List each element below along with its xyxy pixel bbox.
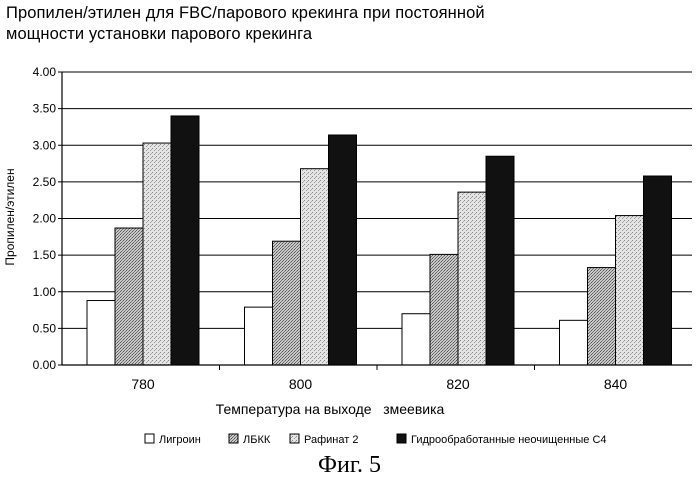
bar bbox=[486, 156, 514, 365]
legend: Лигроин ЛБКК Рафинат 2 Гидрообработанные не… bbox=[145, 434, 607, 446]
legend-swatch bbox=[229, 434, 238, 443]
bar bbox=[171, 116, 199, 365]
x-tick-label: 820 bbox=[446, 376, 470, 392]
legend-swatch bbox=[397, 434, 406, 443]
x-tick-label: 780 bbox=[131, 376, 155, 392]
bar bbox=[644, 176, 672, 365]
bar bbox=[273, 241, 301, 365]
y-tick-label: 0.50 bbox=[33, 321, 57, 335]
y-tick-label: 4.00 bbox=[33, 65, 57, 79]
y-tick-label: 2.00 bbox=[33, 212, 57, 226]
legend-swatch bbox=[145, 434, 154, 443]
y-tick-label: 1.50 bbox=[33, 248, 57, 262]
bar bbox=[430, 254, 458, 365]
y-tick-label: 3.00 bbox=[33, 138, 57, 152]
legend-swatch bbox=[290, 434, 299, 443]
y-tick-label: 3.50 bbox=[33, 102, 57, 116]
y-axis-label: Пропилен/этилен bbox=[3, 168, 17, 265]
legend-label: Лигроин bbox=[159, 434, 201, 446]
bars bbox=[87, 116, 672, 365]
bar bbox=[402, 314, 430, 365]
bar bbox=[245, 307, 273, 365]
y-tick-label: 1.00 bbox=[33, 285, 57, 299]
bar bbox=[115, 228, 143, 365]
y-tick-label: 2.50 bbox=[33, 175, 57, 189]
bar bbox=[301, 169, 329, 365]
bar bbox=[87, 301, 115, 365]
bar bbox=[458, 192, 486, 365]
x-tick-label: 840 bbox=[604, 376, 628, 392]
legend-label: Рафинат 2 bbox=[304, 434, 358, 446]
figure-caption: Фиг. 5 bbox=[0, 452, 699, 479]
y-tick-label: 0.00 bbox=[33, 358, 57, 372]
bar bbox=[616, 216, 644, 365]
bar bbox=[560, 320, 588, 365]
legend-label: ЛБКК bbox=[243, 434, 271, 446]
legend-label: Гидрообработанные неочищенные С4 bbox=[411, 434, 607, 446]
bar bbox=[588, 268, 616, 365]
x-axis-label: Температура на выходе змеевика bbox=[216, 401, 445, 417]
bar bbox=[143, 143, 171, 365]
x-tick-label: 800 bbox=[289, 376, 313, 392]
bar bbox=[329, 135, 357, 365]
